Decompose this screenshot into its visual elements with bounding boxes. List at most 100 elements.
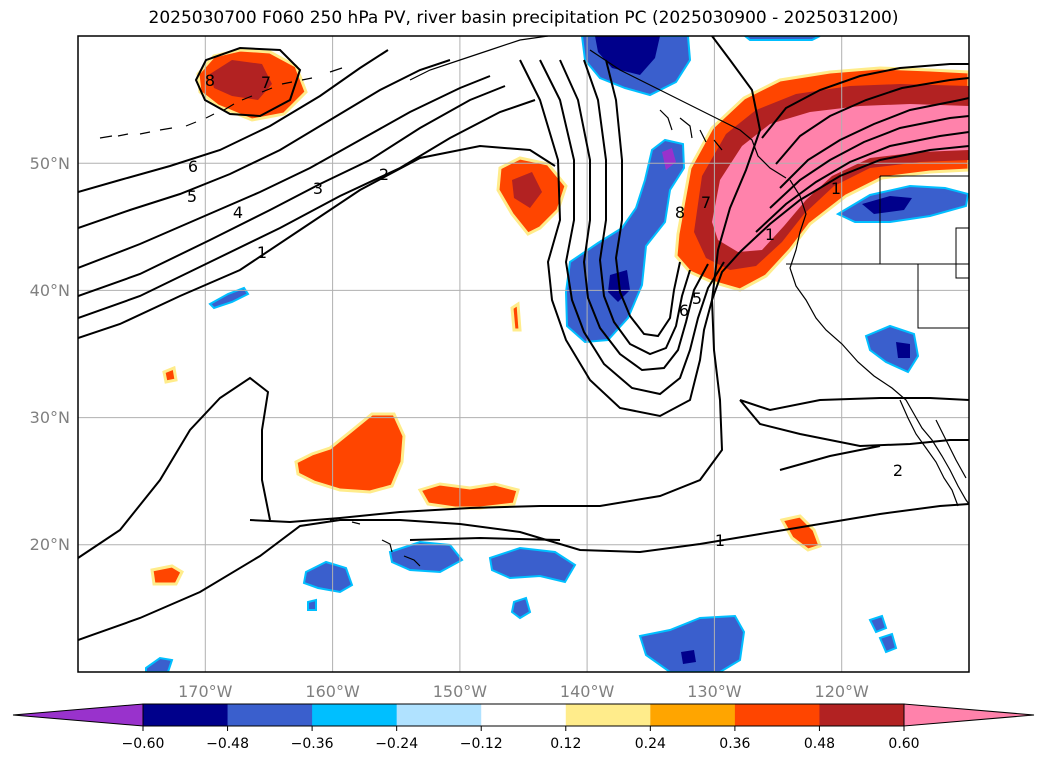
colorbar-tick-label: −0.24 [375, 736, 418, 752]
pv-contour-4-west [78, 75, 491, 269]
pv-contour-outer-east-1 [249, 36, 762, 524]
longitude-labels: 170°W 160°W 150°W 140°W 130°W 120°W [178, 682, 869, 701]
pv-contour-5-west [78, 59, 451, 229]
contour-label-8-trough: 8 [675, 203, 685, 222]
lat-label-30n: 30°N [30, 408, 70, 427]
contour-label-8-nw: 8 [205, 71, 215, 90]
colorbar-tick-label: 0.48 [804, 736, 835, 752]
positive-precip-regions [150, 48, 969, 586]
pv-contour-2-west [78, 99, 536, 319]
contour-label-5-west: 5 [187, 187, 197, 206]
colorbar-segment [312, 704, 398, 726]
contour-label-2-west: 2 [379, 165, 389, 184]
colorbar-tick-label: −0.48 [206, 736, 249, 752]
neg-region-topright-strip [743, 36, 821, 41]
neg-region-south-core [681, 650, 696, 664]
colorbar-outline [142, 703, 905, 727]
negative-precip-regions [145, 36, 969, 672]
pv-contour-east-band-2 [755, 131, 969, 233]
colorbar: −0.60 −0.48 −0.36 −0.24 −0.12 0.12 0.24 0.36 0.4… [12, 703, 1035, 752]
colorbar-segment [819, 704, 905, 726]
contour-label-7-nw: 7 [261, 73, 271, 92]
contour-label-1-ne: 1 [765, 225, 775, 244]
neg-region-small-2 [208, 286, 250, 310]
lon-label-130w: 130°W [687, 682, 742, 701]
pv-contour-trough-3 [559, 59, 709, 372]
lat-label-50n: 50°N [30, 154, 70, 173]
gridlines [78, 36, 969, 672]
pos-region-small-strip [510, 301, 522, 332]
colorbar-segment [396, 704, 482, 726]
map-frame [77, 35, 970, 673]
coast-baja [899, 399, 959, 507]
colorbar-tick-label: 0.12 [550, 736, 581, 752]
pos-region-west-pacific-north-core [210, 60, 272, 100]
lon-label-170w: 170°W [178, 682, 233, 701]
contour-label-3-west: 3 [313, 179, 323, 198]
coast-alaska [409, 36, 787, 179]
colorbar-tick-label: −0.36 [291, 736, 334, 752]
colorbar-extend-high [903, 703, 1035, 727]
contour-label-4-west: 4 [233, 203, 243, 222]
contour-label-6-trough: 6 [679, 301, 689, 320]
border-box [955, 227, 969, 279]
pv-contour-3-west [78, 85, 506, 297]
pv-contour-trough-1 [519, 59, 741, 418]
lon-label-150w: 150°W [433, 682, 488, 701]
neg-region-tiny-se2 [878, 632, 898, 654]
colorbar-extend-low [12, 703, 144, 727]
pv-contour-south-1 [78, 503, 969, 641]
pv-contour-east-band-6 [761, 63, 969, 139]
pos-region-central-north-core [512, 172, 542, 208]
lon-label-160w: 160°W [305, 682, 360, 701]
chart-title: 2025030700 F060 250 hPa PV, river basin … [148, 8, 899, 28]
contour-label-5-trough: 5 [692, 289, 702, 308]
neg-region-tiny-se [868, 614, 888, 634]
neg-region-hawaii-mid [388, 540, 464, 574]
pos-region-central-mid2 [417, 482, 520, 510]
coast-westcoast [789, 179, 969, 505]
pv-contour-8-loop [194, 46, 302, 118]
colorbar-segment [650, 704, 736, 726]
lon-label-140w: 140°W [560, 682, 615, 701]
colorbar-segment [734, 704, 820, 726]
colorbar-tick-label: −0.12 [460, 736, 503, 752]
pv-contour-east-band-1 [739, 145, 969, 253]
latitude-labels: 20°N 30°N 40°N 50°N [30, 154, 70, 554]
pv-contour-east-band-5 [775, 77, 969, 165]
pv-contour-trough-5 [605, 59, 681, 338]
lat-label-40n: 40°N [30, 281, 70, 300]
pv-contour-east-2-loop [739, 397, 969, 471]
neg-region-offshore-trough-core2 [662, 148, 676, 170]
pv-contour-6-west [78, 49, 389, 193]
neg-region-sierra [864, 324, 920, 374]
pv-contour-trough-2 [539, 59, 725, 396]
colorbar-segment [143, 704, 229, 726]
pv-contour-trough-4 [583, 59, 691, 356]
neg-region-sierra-core [896, 342, 910, 358]
colorbar-tick-label: 0.60 [888, 736, 919, 752]
pv-contour-east-band-4 [779, 97, 969, 189]
colorbar-tick-label: −0.60 [122, 736, 165, 752]
lon-label-120w: 120°W [815, 682, 870, 701]
coast-bc-islands [659, 109, 723, 151]
pv-contour-outer-west [78, 376, 271, 559]
contour-label-2-east: 2 [893, 461, 903, 480]
colorbar-tick-label: 0.24 [635, 736, 666, 752]
contour-label-1-ne2: 1 [831, 179, 841, 198]
neg-region-tiny-w [307, 598, 317, 611]
pos-region-southeast-small [779, 514, 822, 552]
neg-region-gulf-alaska-top-core [595, 36, 660, 75]
pos-region-central-mid [294, 412, 406, 494]
contour-label-6-west: 6 [188, 157, 198, 176]
neg-region-washington-core [862, 196, 912, 214]
colorbar-segment [227, 704, 313, 726]
border-oregon-california [917, 264, 969, 329]
pos-region-northeast-pink [712, 104, 969, 252]
coast-aleutians [99, 67, 343, 139]
coast-mainland-mexico [935, 419, 967, 479]
lat-label-20n: 20°N [30, 535, 70, 554]
pv-contour-1-lower-west [409, 536, 561, 541]
contour-label-7-trough: 7 [701, 193, 711, 212]
